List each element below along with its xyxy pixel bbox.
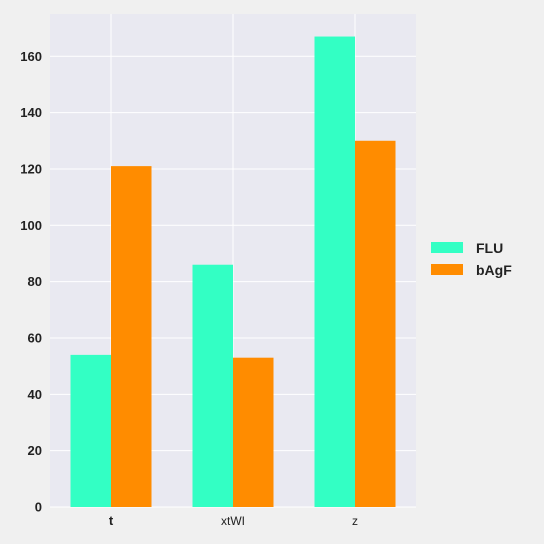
legend-label-bAgF: bAgF: [476, 262, 512, 278]
y-tick-label: 20: [28, 443, 42, 458]
legend-label-FLU: FLU: [476, 240, 503, 256]
x-tick-label: xtWI: [221, 514, 245, 528]
x-axis-ticks: t xtWI z: [109, 513, 358, 528]
legend-swatch-bAgF: [431, 264, 463, 275]
bar-FLU-xtWI: [192, 264, 233, 507]
y-axis-ticks: 0 20 40 60 80 100 120 140 160: [20, 49, 42, 515]
x-tick-label: t: [109, 513, 114, 528]
y-tick-label: 120: [20, 161, 42, 176]
bar-FLU-t: [70, 354, 111, 507]
bar-bAgF-xtWI: [233, 357, 274, 507]
legend-swatch-FLU: [431, 242, 463, 253]
y-tick-label: 100: [20, 218, 42, 233]
y-tick-label: 60: [28, 330, 42, 345]
y-tick-label: 40: [28, 387, 42, 402]
legend: FLU bAgF: [431, 240, 512, 278]
x-tick-label: z: [352, 514, 358, 528]
bar-bAgF-t: [111, 166, 152, 507]
bar-FLU-z: [314, 36, 355, 508]
y-tick-label: 140: [20, 105, 42, 120]
bar-bAgF-z: [355, 140, 396, 507]
bars-group: [70, 36, 396, 508]
y-tick-label: 80: [28, 274, 42, 289]
y-tick-label: 160: [20, 49, 42, 64]
y-tick-label: 0: [35, 500, 42, 515]
